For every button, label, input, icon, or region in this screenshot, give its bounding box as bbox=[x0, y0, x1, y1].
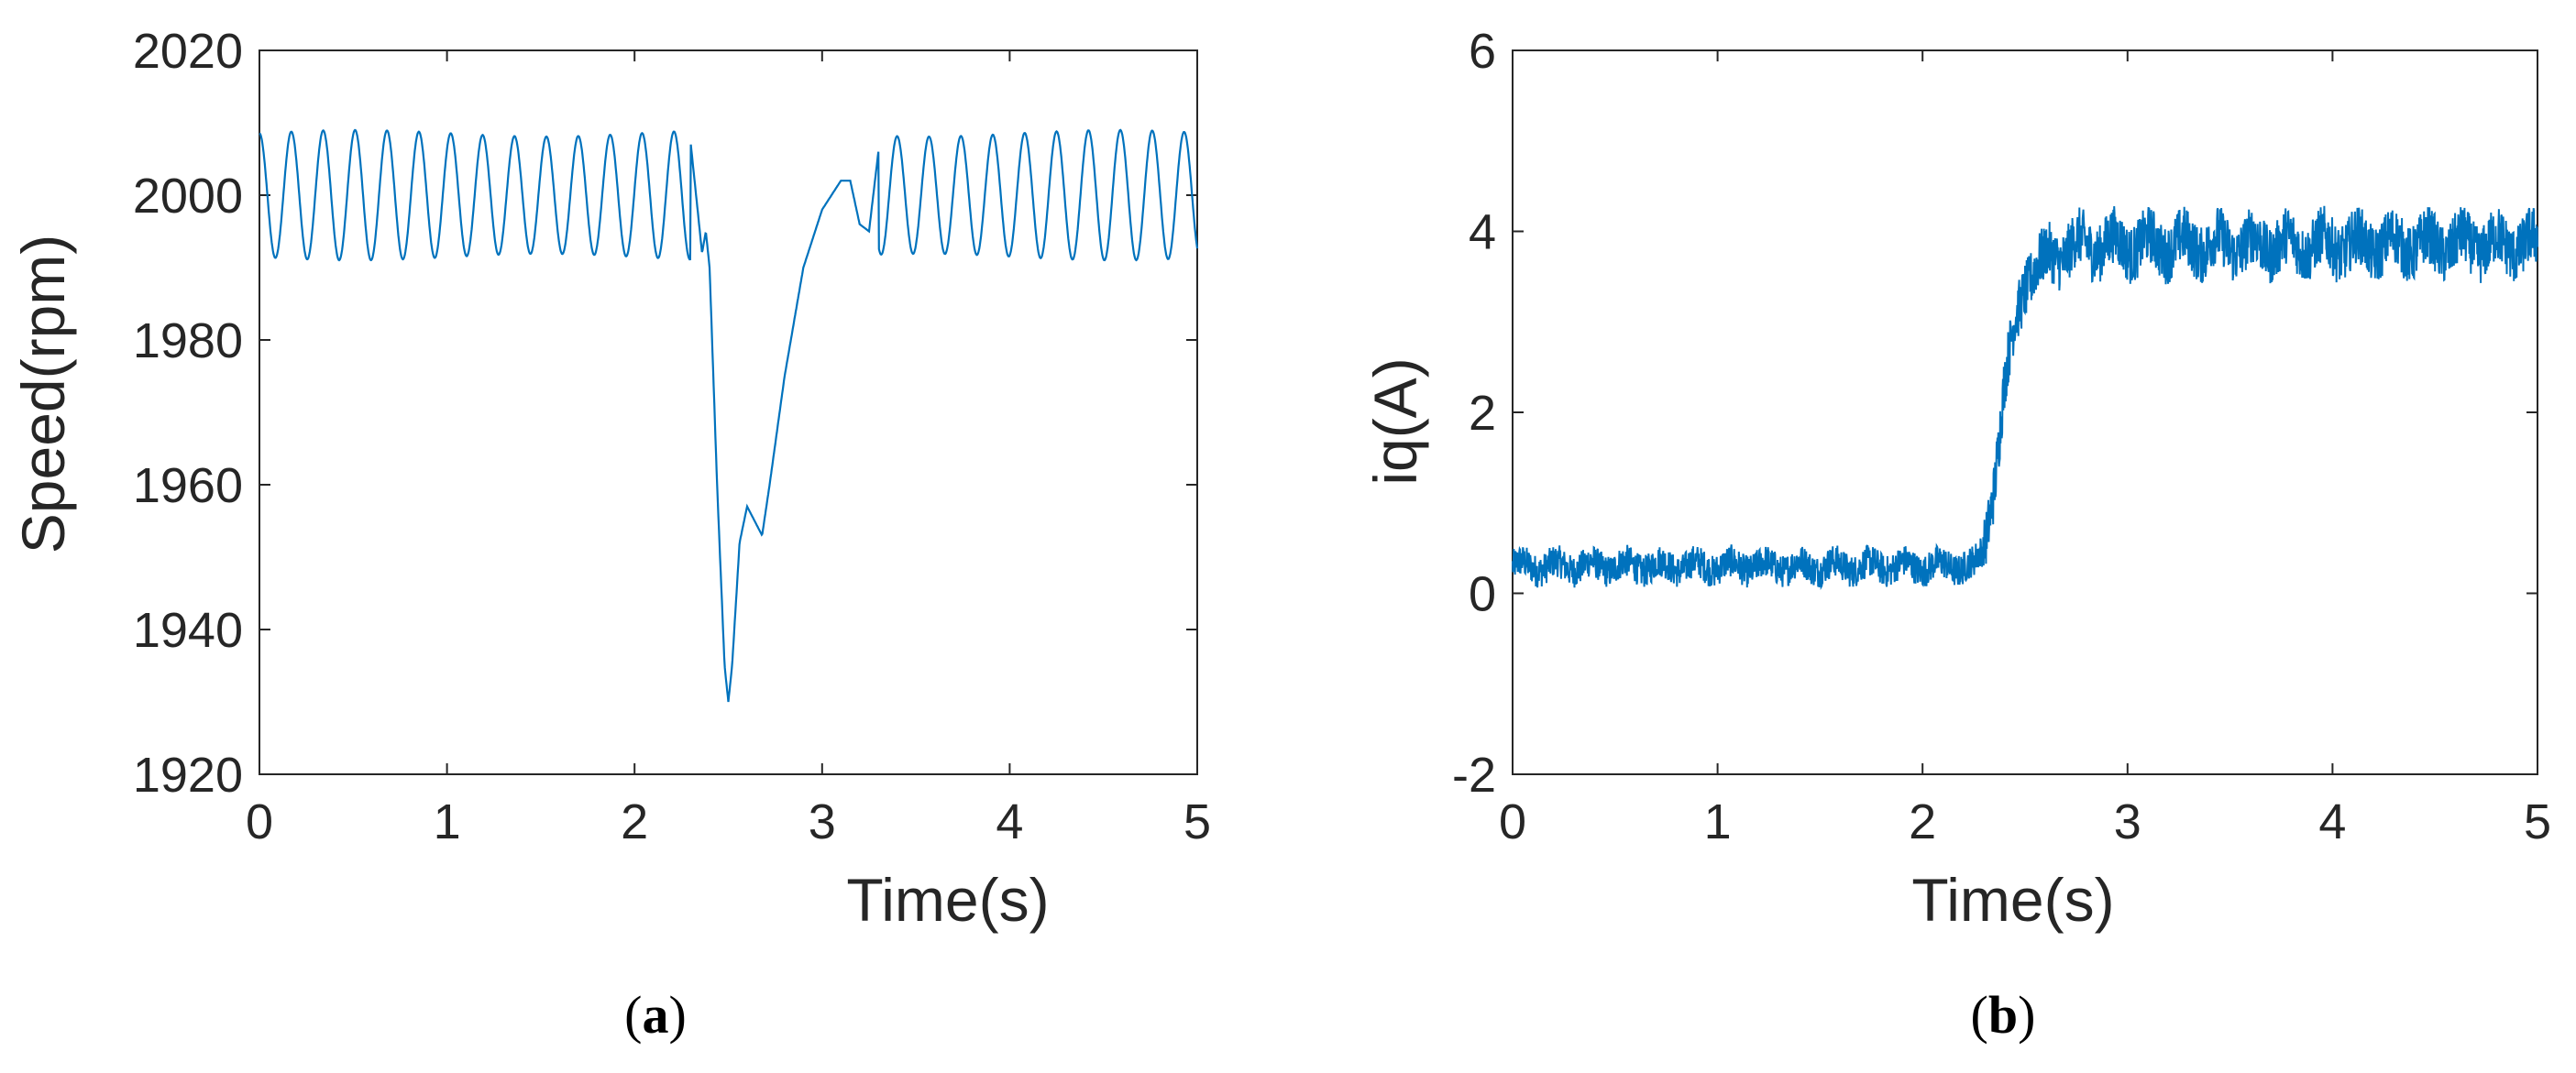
panel-b-x-tick-label: 5 bbox=[2524, 794, 2551, 849]
panel-b-x-tick-label: 2 bbox=[1909, 794, 1936, 849]
panel-a-axes-box bbox=[259, 49, 1198, 775]
panel-b-y-axis-label: iq(A) bbox=[1361, 357, 1429, 485]
panel-a-caption-letter: a bbox=[643, 985, 669, 1045]
panel-a-y-tick-label: 1960 bbox=[133, 458, 243, 513]
panel-a-x-tick-label: 4 bbox=[996, 794, 1023, 849]
panel-b-x-tick-label: 3 bbox=[2114, 794, 2141, 849]
panel-b-x-tick-label: 4 bbox=[2318, 794, 2346, 849]
panel-b-caption-letter: b bbox=[1988, 985, 2018, 1045]
panel-b-x-tick-label: 1 bbox=[1704, 794, 1732, 849]
panel-a-plot-elements: 0 1 2 3 4 5 1920 1940 1960 1980 2000 2020 bbox=[133, 24, 1211, 849]
panel-a-y-tick-label: 1940 bbox=[133, 603, 243, 658]
panel-a-caption: (a) bbox=[624, 985, 687, 1045]
panel-a-y-tick-label: 2000 bbox=[133, 169, 243, 224]
panel-a-x-tick-label: 5 bbox=[1183, 794, 1211, 849]
panel-a-x-axis-label: Time(s) bbox=[846, 866, 1049, 934]
panel-b-iq-line bbox=[1512, 205, 2538, 590]
panel-b-caption: (b) bbox=[1971, 985, 2036, 1045]
panel-b-y-tick-label: -2 bbox=[1452, 748, 1496, 803]
panel-a-x-tick-label: 0 bbox=[246, 794, 273, 849]
panel-a-x-tick-label: 2 bbox=[621, 794, 648, 849]
panel-a-speed-line bbox=[259, 128, 1199, 703]
panel-b-x-tick-label: 0 bbox=[1499, 794, 1526, 849]
panel-a-x-tick-label: 1 bbox=[434, 794, 461, 849]
panel-b-y-tick-label: 0 bbox=[1469, 567, 1496, 622]
panel-a-y-tick-label: 1920 bbox=[133, 748, 243, 803]
panel-b-y-tick-label: 6 bbox=[1469, 24, 1496, 79]
panel-b-y-tick-label: 4 bbox=[1469, 205, 1496, 260]
panel-a-speed-plot: 0 1 2 3 4 5 1920 1940 1960 1980 2000 2020 Time(s) S… bbox=[9, 24, 1211, 1045]
panel-a-x-tick-label: 3 bbox=[809, 794, 836, 849]
panel-a-y-tick-label: 1980 bbox=[133, 313, 243, 368]
panel-b-x-axis-label: Time(s) bbox=[1911, 866, 2114, 934]
panel-a-y-tick-label: 2020 bbox=[133, 24, 243, 79]
panel-b-y-tick-label: 2 bbox=[1469, 386, 1496, 441]
panel-a-y-axis-label: Speed(rpm) bbox=[9, 235, 77, 553]
